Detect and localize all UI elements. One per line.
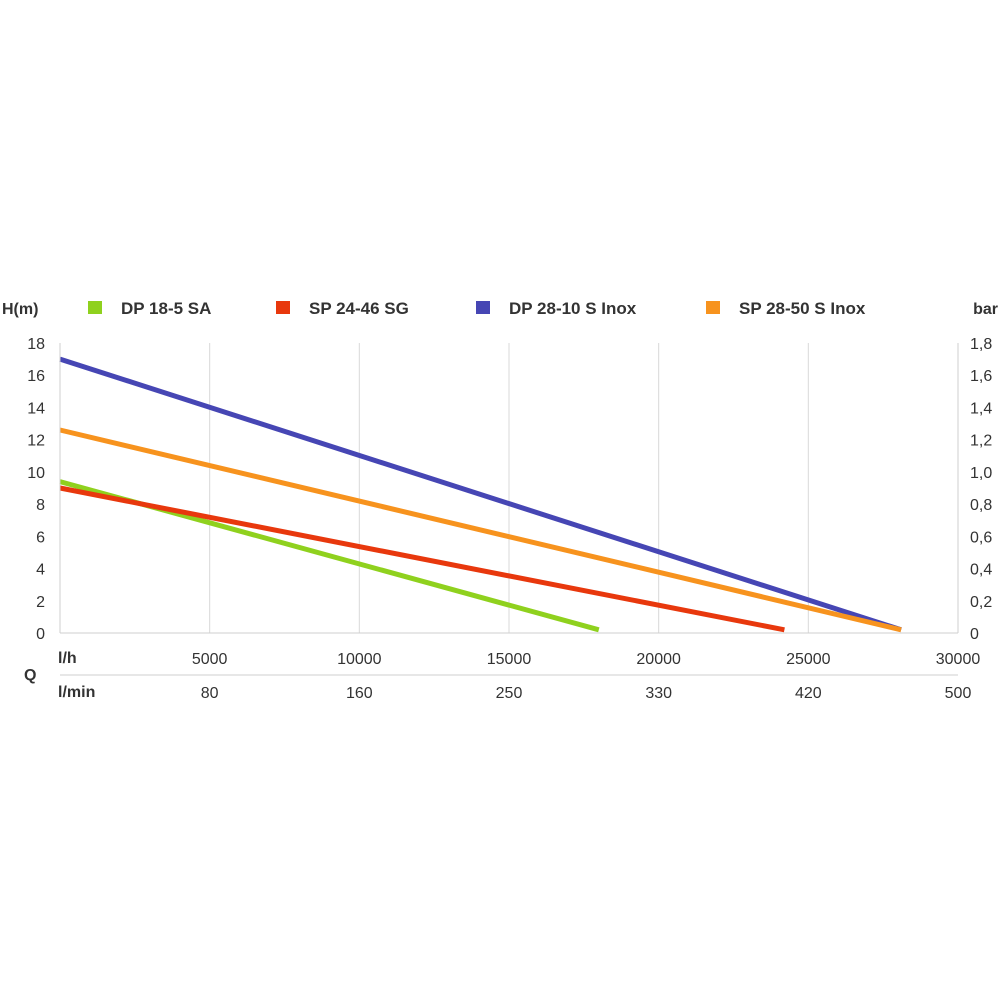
y-tick-label-right: 1,6 <box>970 368 992 385</box>
x-tick-label-lh: 25000 <box>786 651 831 668</box>
series-line-sp-28-50-s-inox <box>59 427 902 633</box>
y-axis-label-left: H(m) <box>2 301 38 318</box>
y-tick-label-left: 14 <box>27 400 45 417</box>
y-tick-label-left: 6 <box>36 529 45 546</box>
y-tick-label-left: 18 <box>27 336 45 353</box>
x-tick-label-lmin: 160 <box>346 685 373 702</box>
x-tick-label-lmin: 250 <box>496 685 523 702</box>
x-axis-label-q: Q <box>24 667 36 684</box>
x-tick-label-lmin: 500 <box>945 685 972 702</box>
y-tick-label-right: 1,8 <box>970 336 992 353</box>
legend-label: SP 28-50 S Inox <box>739 299 866 318</box>
legend-swatch <box>476 301 490 314</box>
x-tick-label-lmin: 80 <box>201 685 219 702</box>
legend-label: DP 18-5 SA <box>121 299 211 318</box>
legend-label: DP 28-10 S Inox <box>509 299 637 318</box>
y-tick-label-left: 4 <box>36 562 45 579</box>
y-tick-label-left: 10 <box>27 465 45 482</box>
x-tick-label-lh: 10000 <box>337 651 382 668</box>
y-tick-label-right: 0,4 <box>970 562 992 579</box>
legend-swatch <box>276 301 290 314</box>
y-tick-label-right: 0,8 <box>970 497 992 514</box>
y-tick-label-left: 12 <box>27 433 45 450</box>
y-tick-label-left: 2 <box>36 594 45 611</box>
y-tick-label-right: 0,6 <box>970 529 992 546</box>
series-lines <box>59 356 902 633</box>
legend-swatch <box>706 301 720 314</box>
y-tick-label-right: 0,2 <box>970 594 992 611</box>
x-tick-label-lh: 30000 <box>936 651 981 668</box>
tick-labels: 0 0 2 0,2 4 0,4 6 0,6 8 0,8 10 1,0 12 1,2 14 1,4 16 1,6 18… <box>27 336 992 702</box>
x-tick-label-lh: 20000 <box>636 651 681 668</box>
y-tick-label-right: 1,4 <box>970 400 992 417</box>
x-tick-label-lmin: 330 <box>645 685 672 702</box>
y-tick-label-right: 1,0 <box>970 465 992 482</box>
series-line-dp-28-10-s-inox <box>59 356 902 633</box>
x-axis-unit-lmin: l/min <box>58 684 95 701</box>
x-tick-label-lh: 15000 <box>487 651 532 668</box>
y-tick-label-left: 0 <box>36 626 45 643</box>
y-tick-label-left: 16 <box>27 368 45 385</box>
grid-lines <box>209 343 809 633</box>
y-tick-label-right: 0 <box>970 626 979 643</box>
legend-swatch <box>88 301 102 314</box>
y-tick-label-left: 8 <box>36 497 45 514</box>
legend: DP 18-5 SA SP 24-46 SG DP 28-10 S Inox SP 2… <box>88 299 866 318</box>
x-axis-unit-lh: l/h <box>58 650 77 667</box>
legend-label: SP 24-46 SG <box>309 299 409 318</box>
y-axis-label-right: bar <box>973 301 998 318</box>
axes <box>59 343 959 676</box>
x-tick-label-lh: 5000 <box>192 651 228 668</box>
series-line-sp-24-46-sg <box>59 485 785 633</box>
y-tick-label-right: 1,2 <box>970 433 992 450</box>
x-tick-label-lmin: 420 <box>795 685 822 702</box>
